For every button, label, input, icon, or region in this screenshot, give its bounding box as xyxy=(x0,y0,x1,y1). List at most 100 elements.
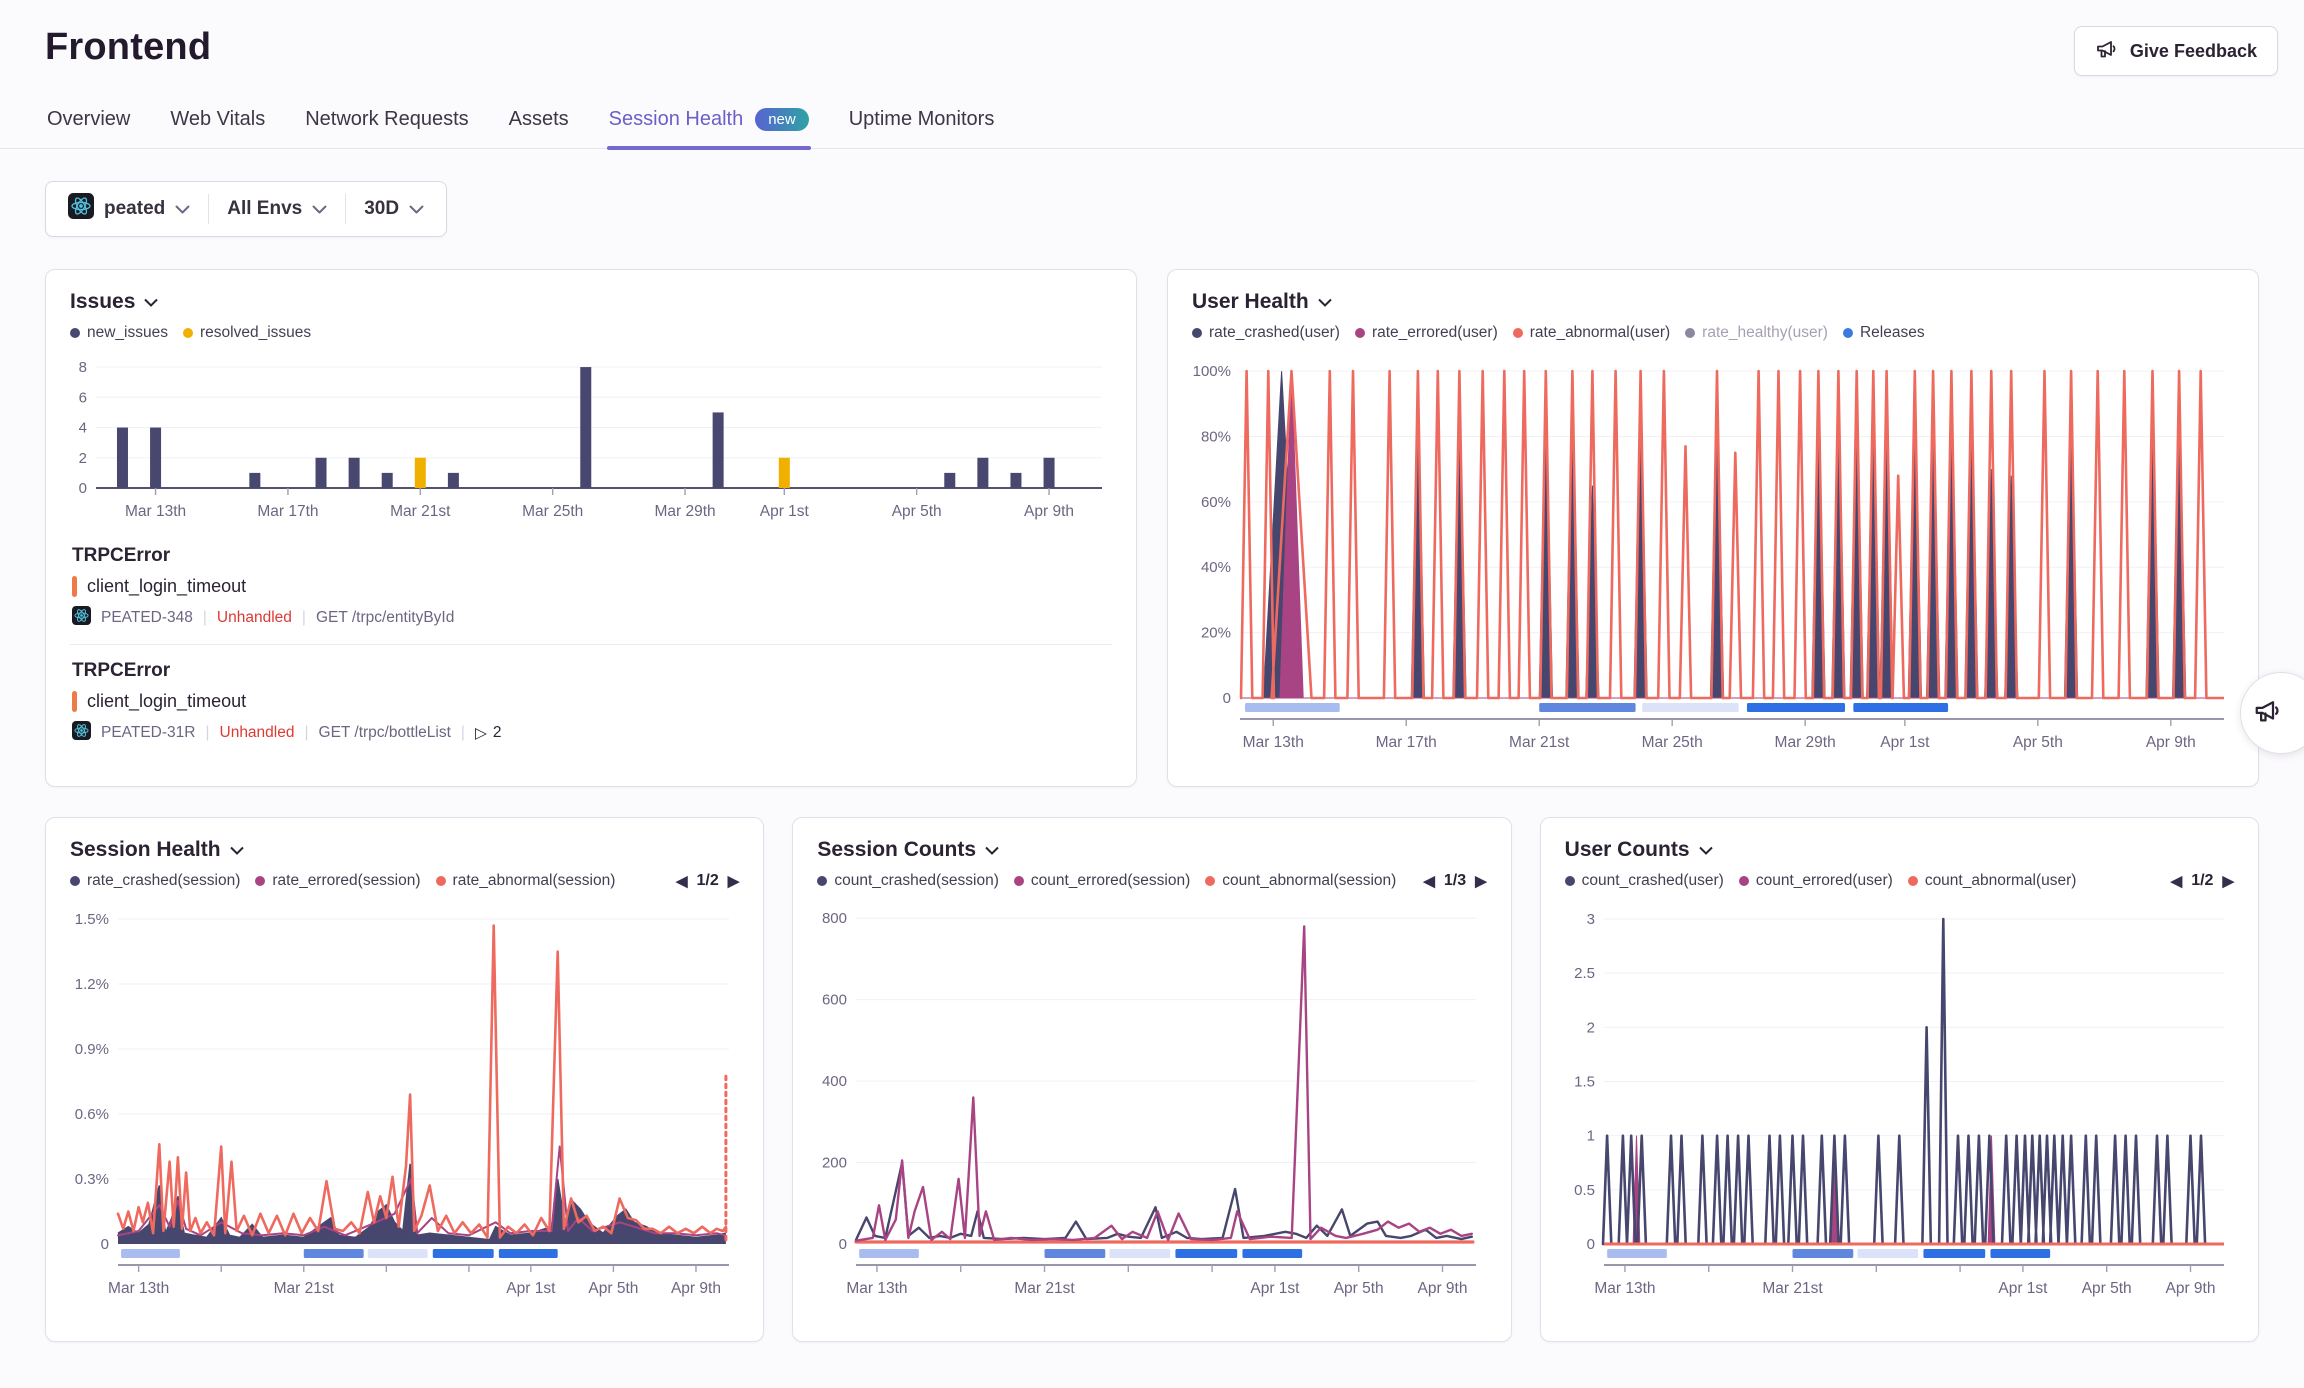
panel-session-counts: Session Counts count_crashed(session) cou… xyxy=(792,817,1512,1342)
issue-transaction: GET /trpc/entityById xyxy=(315,609,455,626)
issue-culprit-row: client_login_timeout xyxy=(72,576,1110,597)
issue-title[interactable]: TRPCError xyxy=(72,660,171,681)
panel-session-health: Session Health rate_crashed(session) rate… xyxy=(45,817,765,1342)
panel-user-health: User Health rate_crashed(user) rate_error… xyxy=(1167,269,2259,787)
legend-item[interactable]: resolved_issues xyxy=(183,324,311,342)
play-icon: ▷ xyxy=(474,724,487,742)
svg-text:Apr 5th: Apr 5th xyxy=(2013,734,2063,751)
tab-overview[interactable]: Overview xyxy=(45,102,132,148)
legend-item[interactable]: count_crashed(user) xyxy=(1564,872,1724,890)
next-page-button[interactable]: ▶ xyxy=(727,872,740,890)
page-title: Frontend xyxy=(45,26,212,68)
session-counts-chart: 0 200 400 600 800 Mar 13th Mar 21st Apr 1st Apr … xyxy=(817,898,1486,1300)
session-health-legend: rate_crashed(session) rate_errored(sessio… xyxy=(70,872,668,890)
legend-item[interactable]: rate_crashed(session) xyxy=(70,872,240,890)
feedback-widget-button[interactable] xyxy=(2240,672,2304,754)
svg-text:Mar 17th: Mar 17th xyxy=(257,503,318,520)
chevron-down-icon xyxy=(175,205,190,213)
chevron-down-icon xyxy=(985,846,999,855)
tab-network-requests[interactable]: Network Requests xyxy=(303,102,470,148)
user-health-panel-title[interactable]: User Health xyxy=(1192,290,2234,314)
issue-transaction: GET /trpc/bottleList xyxy=(318,724,451,741)
react-project-icon xyxy=(72,606,91,630)
tab-web-vitals[interactable]: Web Vitals xyxy=(168,102,267,148)
legend-item[interactable]: rate_errored(session) xyxy=(255,872,421,890)
svg-text:0: 0 xyxy=(79,480,87,497)
prev-page-button[interactable]: ◀ xyxy=(675,872,688,890)
legend-item[interactable]: rate_healthy(user) xyxy=(1685,324,1828,342)
legend-item[interactable]: count_abnormal(user) xyxy=(1907,872,2077,890)
svg-text:Apr 5th: Apr 5th xyxy=(2081,1280,2131,1297)
session-counts-panel-title[interactable]: Session Counts xyxy=(817,838,1486,862)
svg-text:Mar 17th: Mar 17th xyxy=(1376,734,1437,751)
issue-short-id: PEATED-31R xyxy=(101,724,196,741)
legend-item[interactable]: Releases xyxy=(1842,324,1925,342)
legend-label: rate_crashed(session) xyxy=(87,872,241,889)
issues-legend: new_issues resolved_issues xyxy=(70,324,1112,342)
svg-text:8: 8 xyxy=(79,359,87,376)
issue-culprit-row: client_login_timeout xyxy=(72,691,1110,712)
tab-label: Assets xyxy=(508,108,569,130)
divider: | xyxy=(301,609,306,626)
prev-page-button[interactable]: ◀ xyxy=(1423,872,1435,890)
legend-dot xyxy=(1354,328,1365,338)
tab-session-health[interactable]: Session Health new xyxy=(606,102,811,150)
chevron-down-icon xyxy=(144,298,159,307)
session-counts-plot: 0 200 400 600 800 Mar 13th Mar 21st Apr 1st Apr … xyxy=(822,910,1477,1297)
filter-bar: peated All Envs 30D xyxy=(45,181,448,237)
svg-text:Mar 21st: Mar 21st xyxy=(1509,734,1570,751)
svg-text:100%: 100% xyxy=(1193,363,1231,380)
give-feedback-button[interactable]: Give Feedback xyxy=(2073,26,2278,76)
session-health-panel-title[interactable]: Session Health xyxy=(70,838,739,862)
legend-item[interactable]: rate_crashed(user) xyxy=(1192,324,1340,342)
new-badge: new xyxy=(755,108,809,131)
legend-item[interactable]: rate_errored(user) xyxy=(1354,324,1498,342)
next-page-button[interactable]: ▶ xyxy=(2222,872,2234,890)
issue-row: TRPCError client_login_timeout PEATED-31R |… xyxy=(70,647,1112,757)
svg-text:60%: 60% xyxy=(1201,494,1231,511)
legend-dot xyxy=(1205,876,1216,886)
issue-replay-count[interactable]: ▷ 2 xyxy=(474,724,502,742)
legend-item[interactable]: rate_abnormal(session) xyxy=(435,872,615,890)
tab-label: Uptime Monitors xyxy=(848,108,995,130)
issue-culprit[interactable]: client_login_timeout xyxy=(87,691,247,711)
react-project-icon xyxy=(72,721,91,745)
session-counts-legend: count_crashed(session) count_errored(sess… xyxy=(817,872,1415,890)
date-range-filter[interactable]: 30D xyxy=(346,182,442,236)
legend-dot xyxy=(1192,328,1202,338)
svg-text:Mar 29th: Mar 29th xyxy=(1775,734,1836,751)
svg-text:0: 0 xyxy=(101,1236,109,1253)
svg-text:Mar 13th: Mar 13th xyxy=(1243,734,1304,751)
legend-item[interactable]: count_abnormal(session) xyxy=(1205,872,1396,890)
legend-pagination: ◀ 1/2 ▶ xyxy=(667,872,740,890)
legend-item[interactable]: count_errored(user) xyxy=(1738,872,1893,890)
legend-label: rate_healthy(user) xyxy=(1702,324,1828,341)
legend-label: rate_errored(user) xyxy=(1371,324,1498,341)
legend-item[interactable]: count_errored(session) xyxy=(1013,872,1191,890)
legend-dot xyxy=(1013,876,1024,886)
tab-uptime-monitors[interactable]: Uptime Monitors xyxy=(847,102,997,148)
tab-assets[interactable]: Assets xyxy=(507,102,571,148)
legend-item[interactable]: new_issues xyxy=(70,324,168,342)
svg-text:400: 400 xyxy=(822,1073,847,1090)
legend-item[interactable]: count_crashed(session) xyxy=(817,872,999,890)
legend-dot xyxy=(1738,876,1749,886)
legend-label: count_errored(session) xyxy=(1030,872,1191,889)
legend-dot xyxy=(1564,876,1575,886)
user-counts-panel-title[interactable]: User Counts xyxy=(1565,838,2234,862)
project-filter[interactable]: peated xyxy=(50,182,208,236)
legend-label: Releases xyxy=(1859,324,1925,341)
issue-culprit[interactable]: client_login_timeout xyxy=(87,576,247,596)
legend-label: count_abnormal(user) xyxy=(1924,872,2077,889)
chevron-down-icon xyxy=(1698,846,1713,855)
svg-text:Apr 1st: Apr 1st xyxy=(1998,1280,2048,1297)
legend-item[interactable]: rate_abnormal(user) xyxy=(1512,324,1670,342)
tab-label: Web Vitals xyxy=(170,108,266,130)
prev-page-button[interactable]: ◀ xyxy=(2170,872,2183,890)
issues-panel-title[interactable]: Issues xyxy=(70,290,1112,314)
svg-text:1.5%: 1.5% xyxy=(75,911,109,928)
issue-title[interactable]: TRPCError xyxy=(72,545,171,566)
chevron-down-icon xyxy=(1318,298,1332,307)
next-page-button[interactable]: ▶ xyxy=(1475,872,1487,890)
environment-filter[interactable]: All Envs xyxy=(209,182,345,236)
